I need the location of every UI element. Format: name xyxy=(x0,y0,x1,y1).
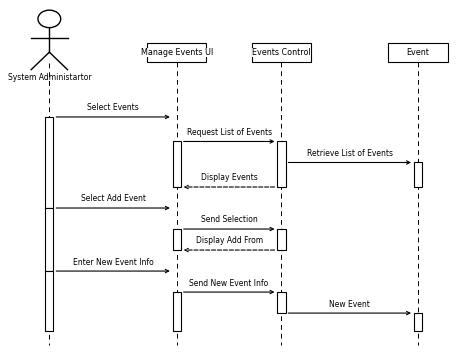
Bar xyxy=(277,229,285,250)
Bar xyxy=(252,43,311,62)
Bar xyxy=(173,292,181,331)
Bar xyxy=(414,162,422,187)
Text: Select Add Event: Select Add Event xyxy=(81,195,146,203)
Text: Events Control: Events Control xyxy=(252,48,311,57)
Text: Select Events: Select Events xyxy=(87,103,139,112)
Bar xyxy=(277,292,285,313)
Text: Manage Events UI: Manage Events UI xyxy=(141,48,213,57)
Bar xyxy=(45,117,54,208)
Text: Send Selection: Send Selection xyxy=(201,215,257,225)
Text: System Administartor: System Administartor xyxy=(8,73,91,82)
Text: Display Events: Display Events xyxy=(201,173,257,183)
Text: Display Add From: Display Add From xyxy=(196,237,263,245)
Text: Retrieve List of Events: Retrieve List of Events xyxy=(307,149,393,158)
Bar xyxy=(173,229,181,250)
Text: Request List of Events: Request List of Events xyxy=(187,128,272,137)
Text: Send New Event Info: Send New Event Info xyxy=(190,279,269,288)
Text: Event: Event xyxy=(407,48,429,57)
Bar xyxy=(414,313,422,331)
Bar xyxy=(277,142,285,187)
Bar xyxy=(388,43,447,62)
Text: New Event: New Event xyxy=(329,300,370,309)
Text: Enter New Event Info: Enter New Event Info xyxy=(73,257,154,267)
Bar xyxy=(45,208,54,271)
Bar xyxy=(147,43,206,62)
Bar xyxy=(45,271,54,331)
Bar xyxy=(173,142,181,187)
